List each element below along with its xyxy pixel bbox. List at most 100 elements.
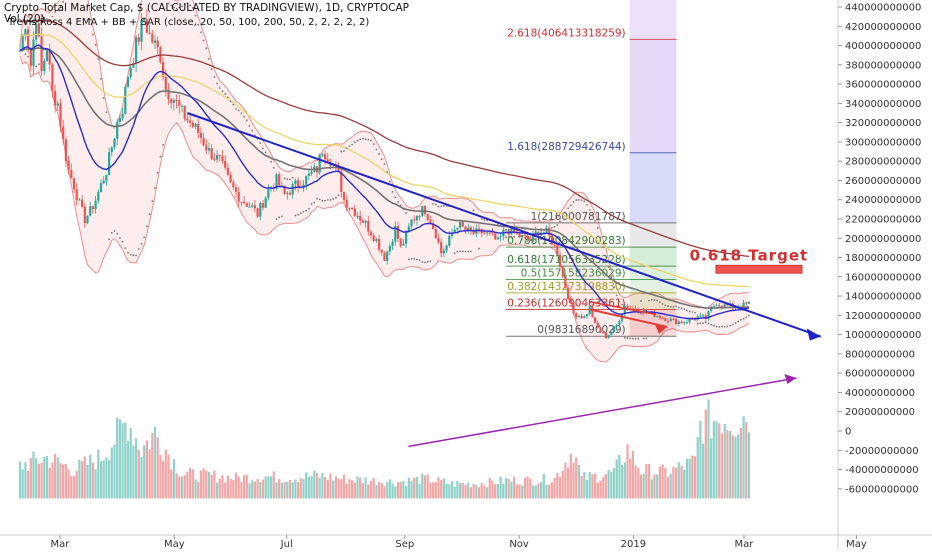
sar-dot <box>742 317 745 320</box>
volume-bar <box>658 466 661 499</box>
candle-body <box>245 203 248 207</box>
candle-body <box>558 254 562 267</box>
candle-body <box>243 201 246 204</box>
price-tick-label: 340000000000 <box>845 99 921 110</box>
candle-body <box>259 203 262 217</box>
sar-dot <box>262 147 264 150</box>
volume-bar <box>691 455 694 499</box>
candle-body <box>140 19 143 42</box>
sar-dot <box>248 124 251 127</box>
candle-body <box>675 319 678 325</box>
bollinger-upper-line <box>19 0 749 310</box>
volume-bar <box>288 480 292 499</box>
volume-bar <box>124 422 127 499</box>
sar-dot <box>116 232 119 235</box>
volume-bar <box>129 427 132 499</box>
sar-dot <box>405 212 407 215</box>
sar-dot <box>467 250 470 253</box>
volume-bar <box>561 470 564 499</box>
volume-bar <box>448 484 451 499</box>
volume-bar <box>167 454 170 499</box>
sar-dot <box>429 260 432 263</box>
volume-bar <box>464 485 467 499</box>
sar-dot <box>372 143 375 145</box>
candle-body <box>72 178 76 190</box>
sar-dot <box>127 251 129 254</box>
sar-dot <box>240 112 243 115</box>
sar-dot <box>313 201 316 204</box>
candle-body <box>194 123 197 127</box>
volume-bar <box>24 462 27 499</box>
candle-body <box>394 226 397 242</box>
candle-body <box>102 180 105 184</box>
candle-body <box>275 174 278 189</box>
price-tick-label: 140000000000 <box>845 292 921 303</box>
sar-dot <box>24 53 27 56</box>
sar-dot <box>583 200 586 203</box>
candle-body <box>361 220 364 223</box>
volume-bar <box>634 465 637 499</box>
sar-dot <box>399 204 402 207</box>
candle-body <box>81 199 84 207</box>
candle-body <box>445 245 448 251</box>
candle-body <box>129 67 132 78</box>
time-axis[interactable]: Mar May Jul Sep Nov 2019 Mar May <box>51 535 867 550</box>
candle-body <box>702 315 705 317</box>
volume-bar <box>245 474 248 499</box>
candle-body <box>288 192 292 195</box>
volume-bar <box>467 482 470 499</box>
price-tick-label: -40000000000 <box>845 465 919 476</box>
sar-dot <box>734 322 737 324</box>
fib-zone <box>629 152 677 223</box>
candle-body <box>437 238 440 243</box>
candle-body <box>307 173 310 176</box>
sar-dot <box>132 254 135 256</box>
sar-dot <box>264 151 267 154</box>
sar-dot <box>235 108 237 110</box>
sar-dot <box>32 21 35 24</box>
sar-dot <box>745 316 748 319</box>
candle-body <box>43 60 46 71</box>
time-tick-label: Nov <box>509 539 529 550</box>
candle-body <box>62 126 65 140</box>
volume-bar <box>407 477 410 499</box>
volume-bar <box>307 476 310 499</box>
volume-bar <box>494 484 497 499</box>
ema-indicator-label[interactable]: Trevis Ross 4 EMA + BB + SAR (close, 20,… <box>8 17 370 28</box>
ema-200-line <box>19 19 750 258</box>
sar-dot <box>86 3 89 6</box>
volume-bar <box>734 436 737 499</box>
sar-dot <box>556 224 559 226</box>
time-tick-label: May <box>846 539 867 550</box>
price-axis[interactable]: 4400000000004200000000004000000000003800… <box>838 0 930 495</box>
candle-body <box>391 241 394 246</box>
sar-dot <box>507 236 510 239</box>
sar-dot <box>310 202 313 205</box>
volume-bar <box>159 454 162 499</box>
volume-bar <box>205 470 208 499</box>
volume-bar <box>21 469 24 499</box>
sar-dot <box>97 58 100 60</box>
volume-indicator-label[interactable]: Vol (20) <box>4 13 45 25</box>
volume-bar <box>531 485 535 499</box>
volume-bar <box>297 482 300 499</box>
volume-bar <box>453 486 456 499</box>
volume-bar <box>588 472 591 499</box>
sar-dot <box>386 171 389 173</box>
sar-dot <box>696 322 699 325</box>
candle-body <box>448 235 451 246</box>
candle-body <box>542 232 545 234</box>
candle-body <box>64 139 67 162</box>
sar-dot <box>351 143 353 146</box>
candle-body <box>364 220 367 223</box>
volume-bar <box>432 482 435 499</box>
sar-dot <box>27 55 29 58</box>
candle-body <box>726 304 729 306</box>
sar-dot <box>524 227 526 230</box>
candle-body <box>340 171 343 192</box>
volume-bar <box>197 481 200 499</box>
candle-body <box>97 191 100 201</box>
volume-bar <box>537 483 540 499</box>
